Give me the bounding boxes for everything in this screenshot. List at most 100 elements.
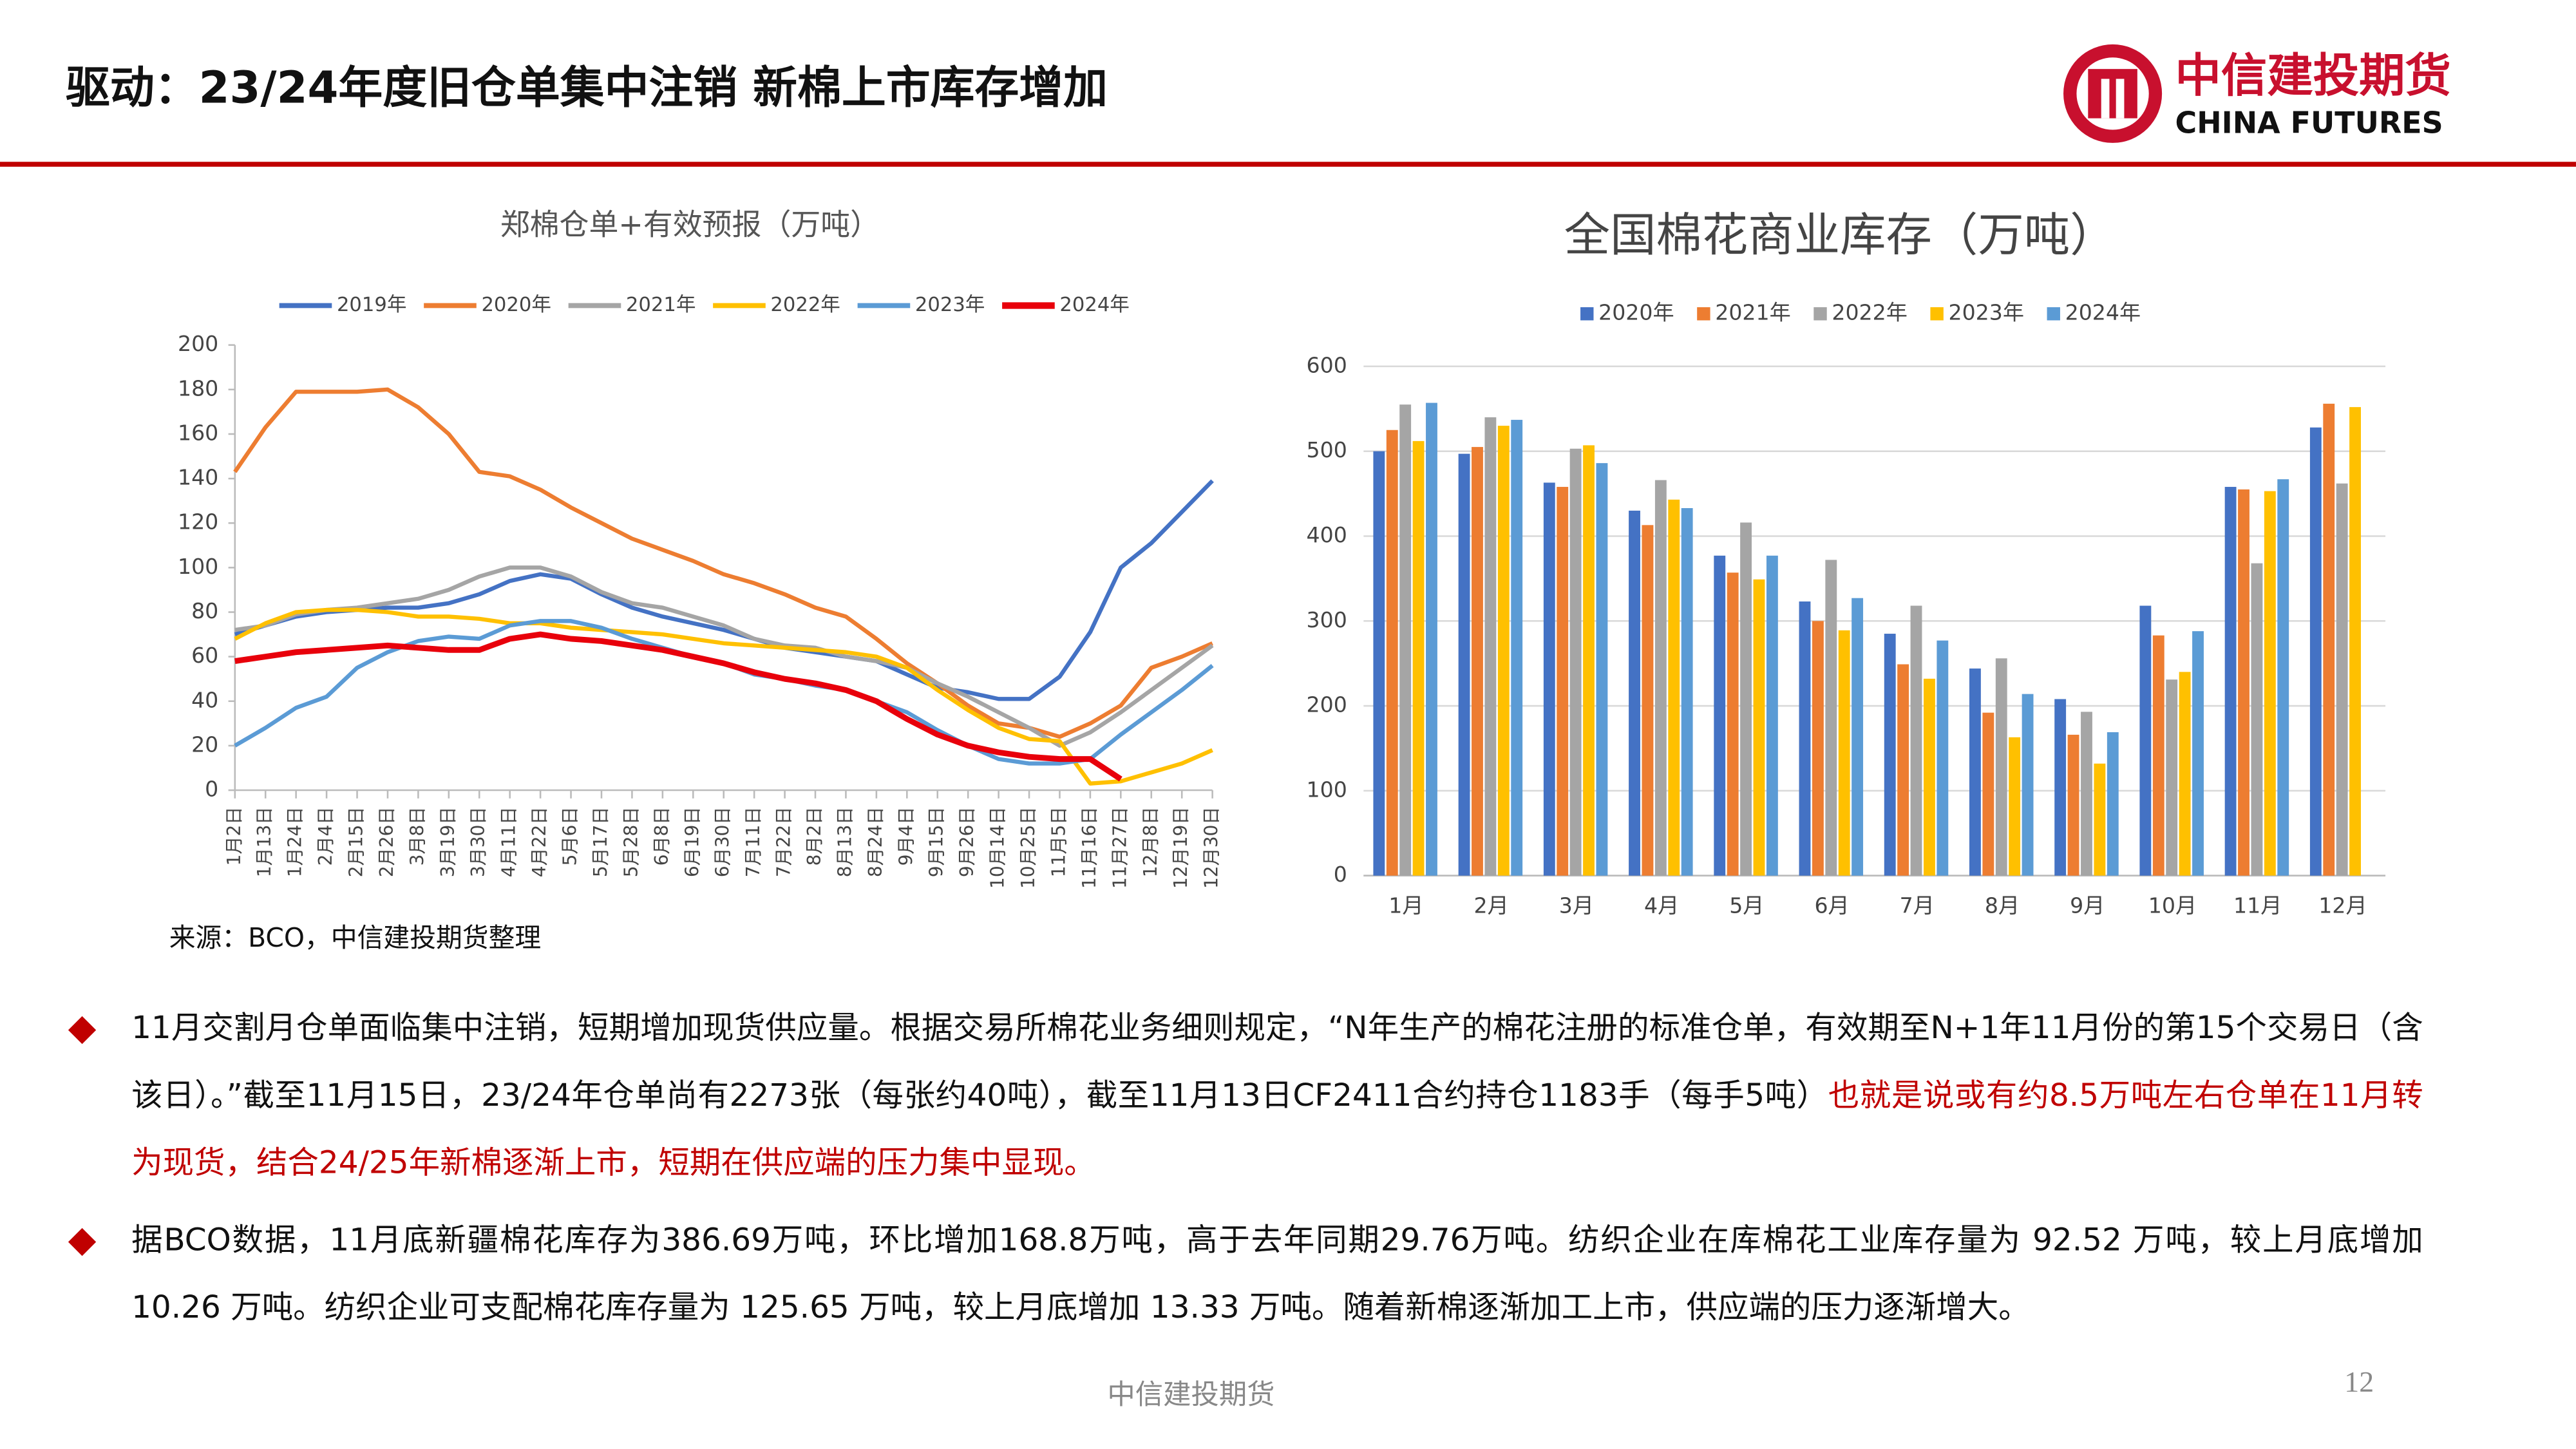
series-line [233, 387, 1213, 739]
bar [1472, 447, 1483, 876]
y-tick-label: 400 [1307, 522, 1347, 547]
bar [1838, 630, 1850, 876]
y-tick-label: 200 [1307, 692, 1347, 717]
bar [1426, 402, 1437, 876]
bar [1497, 426, 1510, 876]
bar [2179, 672, 2191, 876]
bar [1740, 522, 1752, 876]
source: 来源：BCO，中信建投期货整理 [169, 922, 541, 953]
legend-label: 2019年 [337, 294, 407, 316]
footer-brand: 中信建投期货 [1107, 1379, 1274, 1411]
legend-swatch [1814, 307, 1827, 321]
legend-label: 2021年 [1715, 300, 1791, 325]
y-tick-label: 180 [178, 375, 218, 401]
x-tick-label: 11月5日 [1048, 807, 1069, 878]
bar [1668, 499, 1680, 876]
x-tick-label: 5月17日 [590, 807, 611, 878]
legend-label: 2021年 [626, 294, 696, 316]
bar [1714, 555, 1726, 876]
x-tick-label: 3月19日 [437, 807, 459, 878]
bullet-paragraph: 11月交割月仓单面临集中注销，短期增加现货供应量。根据交易所棉花业务细则规定，“… [131, 996, 2423, 1198]
x-tick-label: 4月11日 [498, 807, 520, 878]
bar [1982, 712, 1994, 876]
bar [2336, 483, 2348, 876]
bar [2094, 763, 2106, 876]
y-tick-label: 140 [178, 465, 218, 490]
bar [1557, 487, 1569, 876]
slide-title: 驱动：23/24年度旧仓单集中注销 新棉上市库存增加 [66, 62, 1108, 113]
x-tick-label: 9月 [2070, 893, 2105, 918]
bar [2022, 694, 2034, 876]
x-tick-label: 10月 [2148, 893, 2197, 918]
y-tick-label: 100 [1307, 777, 1347, 802]
x-tick-label: 11月27日 [1109, 807, 1130, 889]
x-tick-label: 8月2日 [804, 807, 825, 866]
series-line [234, 607, 1213, 786]
bar [1852, 598, 1864, 876]
bar [1596, 463, 1608, 876]
bar [1583, 445, 1595, 876]
bullet-highlight: 也就是说或有约8.5万吨左右仓单在11月转为现货，结合24/25年新棉逐渐上市，… [131, 1077, 2423, 1182]
bar [1995, 658, 2007, 876]
x-tick-label: 9月4日 [895, 807, 916, 866]
logo: 中信建投期货 CHINA FUTURES [2063, 44, 2451, 143]
bar [2152, 635, 2164, 876]
y-tick-label: 100 [178, 554, 218, 579]
x-tick-label: 2月26日 [376, 807, 397, 878]
x-tick-label: 3月 [1559, 893, 1594, 918]
legend-swatch [1697, 307, 1710, 321]
y-tick-label: 200 [178, 331, 218, 356]
bar [1681, 507, 1693, 876]
legend-swatch [1580, 307, 1594, 321]
bar [1399, 404, 1412, 876]
bar [2323, 403, 2335, 876]
bar [1766, 555, 1778, 876]
x-tick-label: 6月19日 [681, 807, 703, 878]
x-tick-label: 5月6日 [560, 807, 581, 866]
bar [1642, 525, 1654, 876]
series-line [234, 479, 1214, 701]
bar [1654, 480, 1667, 876]
x-tick-label: 12月30日 [1201, 807, 1222, 889]
x-tick-label: 5月 [1729, 893, 1764, 918]
bar [2309, 427, 2322, 876]
legend-label: 2022年 [1832, 300, 1908, 325]
bar [1727, 573, 1739, 876]
x-tick-label: 12月19日 [1170, 807, 1191, 889]
x-tick-label: 1月24日 [285, 807, 306, 878]
bar [1897, 664, 1909, 876]
x-tick-label: 7月 [1900, 893, 1935, 918]
bullet-text: 11月交割月仓单面临集中注销，短期增加现货供应量。根据交易所棉花业务细则规定，“… [131, 1010, 2423, 1114]
bar [1884, 634, 1896, 876]
bar [1569, 448, 1582, 876]
bullet-text: 据BCO数据，11月底新疆棉花库存为386.69万吨，环比增加168.8万吨，高… [131, 1222, 2423, 1326]
x-tick-label: 3月8日 [406, 807, 428, 866]
bar [1799, 601, 1811, 876]
bar [2277, 479, 2289, 876]
bar [1543, 482, 1555, 876]
bar [2166, 679, 2178, 876]
x-tick-label: 7月11日 [743, 807, 764, 878]
x-tick-label: 1月2日 [223, 807, 245, 866]
y-tick-label: 120 [178, 509, 218, 535]
y-tick-label: 300 [1307, 607, 1347, 632]
bar [1910, 605, 1922, 876]
x-tick-label: 4月22日 [529, 807, 550, 878]
x-tick-label: 10月14日 [987, 807, 1009, 889]
logo-en: CHINA FUTURES [2175, 105, 2443, 140]
y-tick-label: 20 [191, 732, 218, 757]
x-tick-label: 2月15日 [346, 807, 367, 878]
x-tick-label: 2月 [1474, 893, 1509, 918]
logo-cn: 中信建投期货 [2175, 49, 2451, 102]
bar [2139, 605, 2152, 876]
x-tick-label: 6月8日 [651, 807, 672, 866]
x-tick-label: 9月15日 [926, 807, 947, 878]
page-number: 12 [2344, 1365, 2374, 1398]
x-tick-label: 4月 [1644, 893, 1679, 918]
chart-title: 全国棉花商业库存（万吨） [1564, 208, 2116, 261]
legend-label: 2023年 [1948, 300, 2024, 325]
x-tick-label: 8月24日 [865, 807, 886, 878]
chart-title: 郑棉仓单+有效预报（万吨） [500, 207, 880, 242]
x-tick-label: 1月13日 [254, 807, 275, 878]
